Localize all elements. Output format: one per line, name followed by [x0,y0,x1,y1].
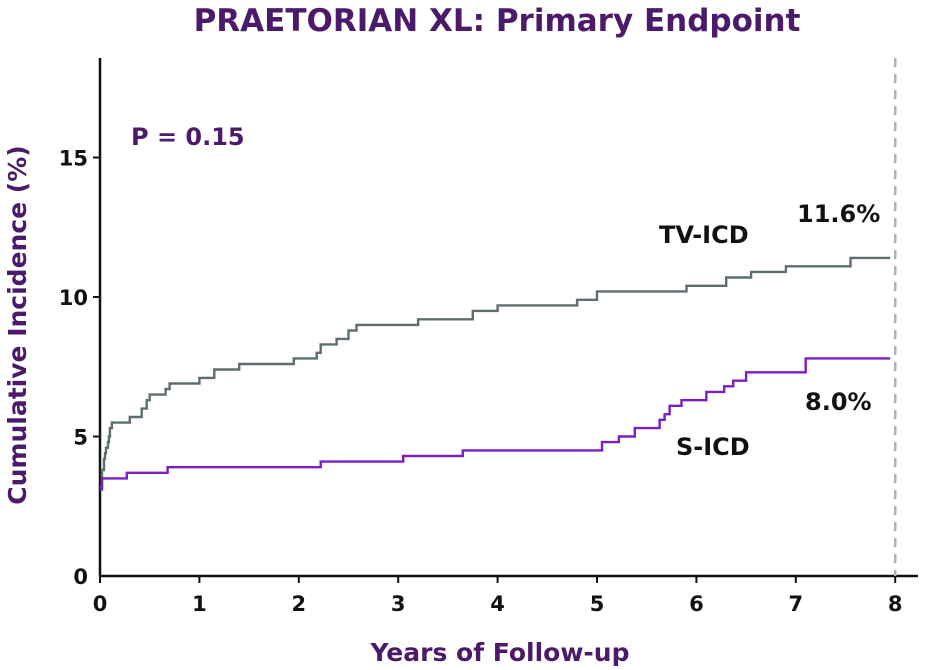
y-axis-label: Cumulative Incidence (%) [3,145,32,504]
x-tick-label: 4 [490,592,505,616]
x-tick-label: 7 [788,592,803,616]
series-line-s-icd [100,357,891,491]
y-tick-label: 10 [59,286,88,310]
y-tick-label: 0 [73,565,88,589]
tv-icd-final-value-label: 11.6% [797,200,880,228]
x-tick-label: 3 [391,592,406,616]
tv-icd-series-label: TV-ICD [659,221,749,249]
s-icd-series-label: S-ICD [676,433,750,461]
x-tick-label: 2 [291,592,306,616]
x-tick-label: 1 [192,592,207,616]
chart-title: PRAETORIAN XL: Primary Endpoint [194,3,801,39]
series-line-tv-icd [100,256,891,488]
x-tick-label: 0 [93,592,108,616]
x-tick-label: 6 [689,592,704,616]
s-icd-final-value-label: 8.0% [805,388,872,416]
p-value-label: P = 0.15 [131,123,245,151]
y-tick-label: 15 [59,147,88,171]
x-tick-label: 5 [590,592,605,616]
x-tick-label: 8 [888,592,903,616]
y-tick-label: 5 [73,426,88,450]
x-axis-label: Years of Follow-up [369,638,629,667]
